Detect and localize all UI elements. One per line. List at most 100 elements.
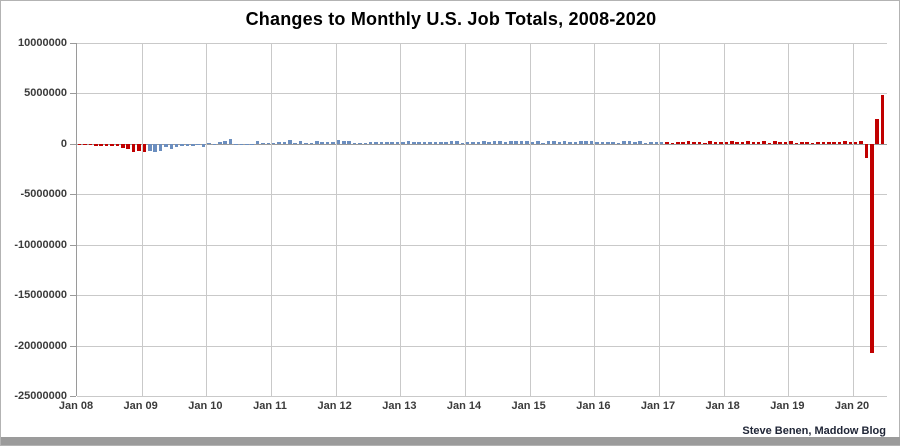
bar xyxy=(331,141,335,144)
bar xyxy=(94,143,98,146)
bar xyxy=(584,141,589,144)
y-gridline xyxy=(77,43,887,44)
x-axis-label: Jan 10 xyxy=(188,400,223,412)
bar xyxy=(627,140,632,144)
bar xyxy=(552,141,556,144)
bar xyxy=(778,141,783,144)
bar xyxy=(546,141,551,144)
bar xyxy=(465,142,470,144)
bar xyxy=(374,142,378,144)
bar xyxy=(541,142,545,144)
bar xyxy=(713,141,718,144)
bar xyxy=(352,142,357,144)
bar xyxy=(255,141,260,144)
bar xyxy=(519,141,524,144)
x-axis-label: Jan 20 xyxy=(834,400,870,412)
credit-text: Steve Benen, Maddow Blog xyxy=(742,425,886,437)
bar xyxy=(810,142,815,144)
bar xyxy=(740,142,745,144)
bar xyxy=(606,141,610,144)
bar xyxy=(638,141,642,144)
bar xyxy=(837,141,842,144)
x-gridline xyxy=(594,43,596,396)
bar xyxy=(174,143,179,148)
bar xyxy=(568,142,572,144)
bar xyxy=(401,141,405,144)
x-axis-label: Jan 08 xyxy=(58,400,94,412)
bar xyxy=(438,141,443,144)
bar xyxy=(632,142,637,144)
bar xyxy=(158,143,163,151)
y-gridline xyxy=(77,295,887,297)
bar xyxy=(142,143,147,152)
zero-axis-line xyxy=(77,143,887,145)
bar xyxy=(83,143,87,145)
bar xyxy=(681,142,686,144)
bar xyxy=(449,141,454,144)
bar xyxy=(368,142,373,144)
y-axis-label: 0 xyxy=(60,137,67,150)
bar xyxy=(288,140,292,144)
x-gridline xyxy=(141,43,143,396)
bar xyxy=(659,141,664,144)
bar xyxy=(595,142,599,144)
bar xyxy=(875,118,880,144)
bar xyxy=(315,141,319,144)
x-axis-label: Jan 16 xyxy=(576,400,611,412)
bar xyxy=(611,142,615,144)
bar xyxy=(191,143,195,146)
y-gridline xyxy=(77,244,887,246)
y-axis-label: -25000000 xyxy=(14,390,67,402)
x-axis-label: Jan 09 xyxy=(123,400,158,412)
bar xyxy=(412,142,416,144)
x-gridline xyxy=(853,43,854,396)
bar xyxy=(735,142,739,144)
bar xyxy=(298,141,303,144)
bar xyxy=(207,142,211,144)
y-axis-label: 5000000 xyxy=(24,87,67,100)
bar xyxy=(347,141,351,144)
bar xyxy=(492,141,497,144)
bar xyxy=(358,142,362,144)
y-axis-label: -15000000 xyxy=(14,289,67,302)
bar xyxy=(870,143,874,354)
bar xyxy=(422,141,427,144)
bar xyxy=(573,142,578,144)
bar xyxy=(390,142,395,144)
bar xyxy=(169,143,174,149)
x-gridline xyxy=(335,43,337,396)
bar xyxy=(800,142,804,144)
bar xyxy=(670,142,675,144)
bar xyxy=(762,141,766,144)
bar xyxy=(88,143,93,145)
bar xyxy=(185,143,190,146)
bar xyxy=(406,141,411,144)
x-gridline xyxy=(659,43,660,396)
y-axis-label: -10000000 xyxy=(14,238,67,251)
y-gridline xyxy=(77,93,887,95)
x-axis-label: Jan 15 xyxy=(511,400,546,412)
bar xyxy=(816,142,820,144)
bar xyxy=(131,143,136,152)
bar xyxy=(859,141,863,144)
bar xyxy=(703,142,707,144)
bottom-window-edge xyxy=(1,437,900,445)
bar xyxy=(729,140,734,144)
bar xyxy=(282,141,287,144)
bar xyxy=(789,140,793,144)
bar xyxy=(320,141,324,144)
bar xyxy=(697,141,702,144)
bar xyxy=(433,142,438,144)
x-gridline xyxy=(465,43,466,396)
y-axis-tick xyxy=(70,194,76,196)
bar xyxy=(600,141,605,144)
bar xyxy=(304,142,308,144)
bar xyxy=(379,141,384,144)
y-axis-tick xyxy=(70,396,76,397)
x-axis-label: Jan 19 xyxy=(770,400,805,412)
y-axis-tick xyxy=(70,295,76,297)
bar xyxy=(196,143,201,145)
bar xyxy=(223,141,227,144)
x-gridline xyxy=(206,43,208,396)
